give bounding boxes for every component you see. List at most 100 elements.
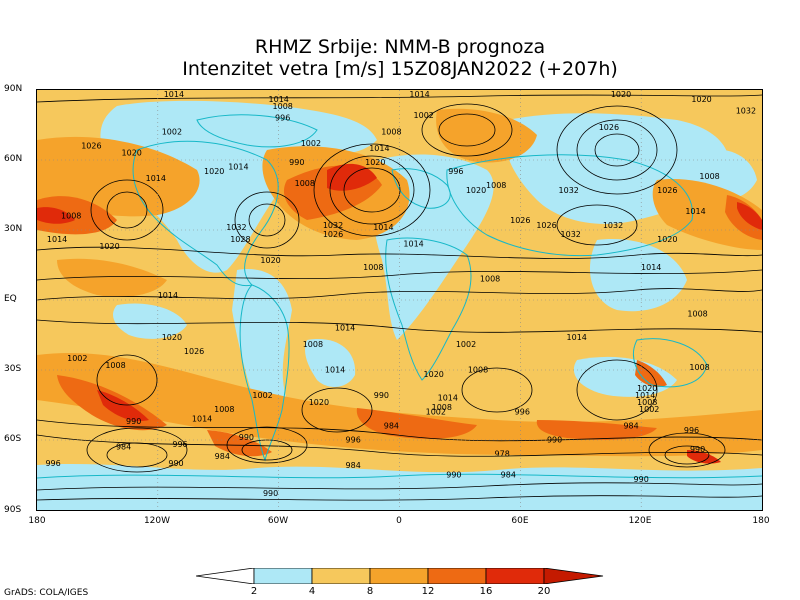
isobar-label: 1014 xyxy=(685,207,705,216)
isobar-label: 1008 xyxy=(105,361,125,370)
isobar-label: 1020 xyxy=(637,384,657,393)
isobar-label: 996 xyxy=(275,114,290,123)
isobar-label: 1014 xyxy=(641,263,661,272)
isobar-label: 984 xyxy=(384,422,399,431)
isobar-label: 1032 xyxy=(736,107,756,116)
isobar-label: 1020 xyxy=(424,370,444,379)
isobar-label: 1014 xyxy=(635,391,655,400)
isobar-label: 1014 xyxy=(146,174,166,183)
isobar-label: 990 xyxy=(690,445,705,454)
isobar-label: 1020 xyxy=(204,167,224,176)
isobar-label: 1020 xyxy=(691,95,711,104)
colorbar-label-20: 20 xyxy=(537,586,551,597)
isobar-label: 1028 xyxy=(230,235,250,244)
isobar-label: 1020 xyxy=(122,149,142,158)
isobar-label: 1026 xyxy=(184,347,204,356)
isobar-label: 1008 xyxy=(468,366,488,375)
lon-label-60w: 60W xyxy=(267,516,289,526)
isobar-label: 990 xyxy=(547,436,562,445)
isobar-label: 984 xyxy=(116,443,131,452)
isobar-label: 1014 xyxy=(409,90,429,99)
isobar-label: 1026 xyxy=(323,230,343,239)
isobar-label: 1020 xyxy=(162,333,182,342)
isobar-label: 1008 xyxy=(486,181,506,190)
isobar-label: 1008 xyxy=(699,172,719,181)
lon-label-120w: 120W xyxy=(143,516,171,526)
isobar-label: 1008 xyxy=(381,128,401,137)
isobar-label: 996 xyxy=(684,426,699,435)
isobar-label: 1026 xyxy=(510,216,530,225)
lon-label-180w: 180 xyxy=(28,516,46,526)
isobar-label: 984 xyxy=(346,461,361,470)
isobar-label: 1002 xyxy=(456,340,476,349)
colorbar-label-16: 16 xyxy=(479,586,493,597)
isobar-label: 990 xyxy=(374,391,389,400)
isobar-label: 1002 xyxy=(252,391,272,400)
colorbar-segment-4-8 xyxy=(311,568,371,584)
lat-lon-grid xyxy=(37,90,762,510)
isobar-label: 1026 xyxy=(599,123,619,132)
map-title-line-1: RHMZ Srbije: NMM-B prognoza xyxy=(254,36,546,58)
isobar-label: 1020 xyxy=(466,186,486,195)
isobar-label: 1020 xyxy=(309,398,329,407)
lat-label-eq: EQ xyxy=(4,294,17,304)
isobar-label: 990 xyxy=(263,489,278,498)
isobar-label: 1008 xyxy=(480,275,500,284)
isobar-label: 1008 xyxy=(363,263,383,272)
isobar-label: 1002 xyxy=(426,408,446,417)
isobar-label: 1026 xyxy=(536,221,556,230)
isobar-label: 1002 xyxy=(414,111,434,120)
lon-label-120e: 120E xyxy=(628,516,652,526)
isobar-label: 1020 xyxy=(611,90,631,99)
isobar-label: 996 xyxy=(172,440,187,449)
isobar-label: 996 xyxy=(45,459,60,468)
isobar-label: 1008 xyxy=(637,398,657,407)
isobar-label: 1032 xyxy=(323,221,343,230)
isobar-label: 1008 xyxy=(273,102,293,111)
isobar-label: 1032 xyxy=(226,223,246,232)
isobar-label: 1002 xyxy=(639,405,659,414)
very-strong-wind-cores xyxy=(37,163,762,464)
isobar-label: 1002 xyxy=(162,128,182,137)
isobar-label: 996 xyxy=(346,436,361,445)
lat-label-30n: 30N xyxy=(4,224,23,234)
colorbar-segment-2-4 xyxy=(253,568,313,584)
isobar-label: 1026 xyxy=(657,186,677,195)
wind-speed-map: 1014 1014 1008 1014 1020 1020 1032 996 1002 1002 1… xyxy=(36,89,763,511)
isobar-label: 1014 xyxy=(567,333,587,342)
colorbar-segment-lt2 xyxy=(196,568,255,584)
lon-label-180e: 180 xyxy=(752,516,770,526)
isobar-label: 984 xyxy=(623,422,638,431)
isobar-label: 1014 xyxy=(438,394,458,403)
isobar-label: 990 xyxy=(168,459,183,468)
isobar-label: 1014 xyxy=(164,90,184,99)
isobar-label: 1014 xyxy=(192,415,212,424)
isobar-label: 1008 xyxy=(689,363,709,372)
isobar-label: 1014 xyxy=(158,291,178,300)
colorbar-label-4: 4 xyxy=(308,586,316,597)
isobars xyxy=(37,94,762,501)
isobar-label: 1008 xyxy=(303,340,323,349)
isobar-label: 1032 xyxy=(561,230,581,239)
isobar-label: 1008 xyxy=(214,405,234,414)
lon-label-60e: 60E xyxy=(511,516,529,526)
isobar-label: 1020 xyxy=(365,158,385,167)
isobar-label: 1002 xyxy=(67,354,87,363)
isobar-label: 1002 xyxy=(301,139,321,148)
lat-label-90n: 90N xyxy=(4,84,23,94)
colorbar-segment-gt20 xyxy=(543,568,604,584)
coastlines xyxy=(37,114,762,479)
isobar-label: 990 xyxy=(289,158,304,167)
isobar-label: 1020 xyxy=(260,256,280,265)
isobar-label: 984 xyxy=(215,452,230,461)
lon-label-0: 0 xyxy=(396,516,402,526)
colorbar-segment-12-16 xyxy=(427,568,487,584)
colorbar xyxy=(196,568,604,584)
isobar-label: 1014 xyxy=(325,366,345,375)
lat-label-90s: 90S xyxy=(4,505,22,515)
colorbar-segment-8-12 xyxy=(369,568,429,584)
isobar-label: 1008 xyxy=(687,310,707,319)
isobar-label: 1020 xyxy=(99,242,119,251)
lat-label-60s: 60S xyxy=(4,434,22,444)
